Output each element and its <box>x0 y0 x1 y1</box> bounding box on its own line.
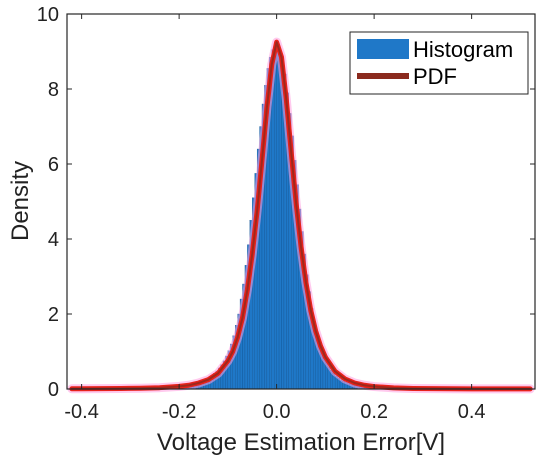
histogram-bar <box>278 53 282 390</box>
legend-label-pdf: PDF <box>413 64 457 89</box>
y-tick-label: 6 <box>48 154 59 176</box>
x-tick-label: 0.4 <box>458 401 486 423</box>
axes <box>66 13 536 390</box>
axes-box <box>66 13 536 390</box>
y-axis-label: Density <box>7 161 34 241</box>
y-tick-label: 2 <box>48 304 59 326</box>
y-tick-label: 4 <box>48 229 59 251</box>
legend-label-histogram: Histogram <box>413 37 513 62</box>
y-tick-label: 0 <box>48 379 59 401</box>
x-tick-label: 0.0 <box>263 401 291 423</box>
pdf-line-group <box>67 37 535 394</box>
y-tick-label: 8 <box>48 79 59 101</box>
x-tick-label: 0.2 <box>360 401 388 423</box>
histogram-bar <box>274 47 277 390</box>
histogram-bar <box>276 47 280 390</box>
y-tick-label: 10 <box>37 4 59 26</box>
x-axis-label: Voltage Estimation Error[V] <box>157 429 445 456</box>
ticks: -0.4 -0.2 0.0 0.2 0.4 0 2 4 6 8 10 <box>37 4 535 423</box>
legend-swatch-histogram <box>357 39 409 59</box>
x-tick-label: -0.4 <box>64 401 98 423</box>
x-tick-label: -0.2 <box>162 401 196 423</box>
pdf-line-core <box>70 41 532 390</box>
